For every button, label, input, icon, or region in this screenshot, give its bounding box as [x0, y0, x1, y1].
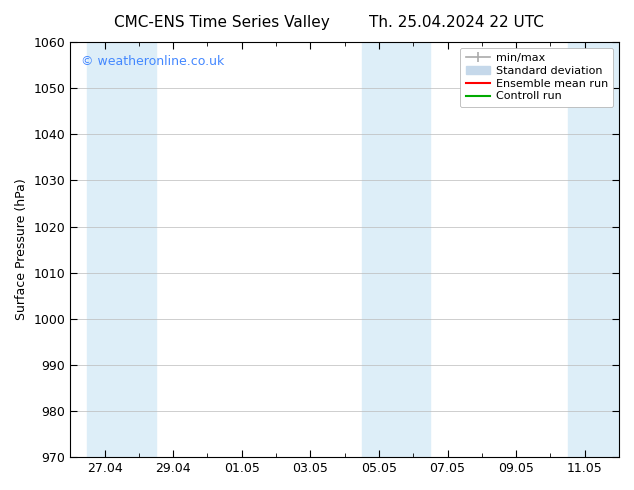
Bar	[362, 42, 430, 457]
Y-axis label: Surface Pressure (hPa): Surface Pressure (hPa)	[15, 179, 28, 320]
Text: CMC-ENS Time Series Valley: CMC-ENS Time Series Valley	[114, 15, 330, 30]
Legend: min/max, Standard deviation, Ensemble mean run, Controll run: min/max, Standard deviation, Ensemble me…	[460, 48, 614, 107]
Text: Th. 25.04.2024 22 UTC: Th. 25.04.2024 22 UTC	[369, 15, 544, 30]
Bar	[567, 42, 619, 457]
Bar	[87, 42, 156, 457]
Text: © weatheronline.co.uk: © weatheronline.co.uk	[81, 54, 224, 68]
